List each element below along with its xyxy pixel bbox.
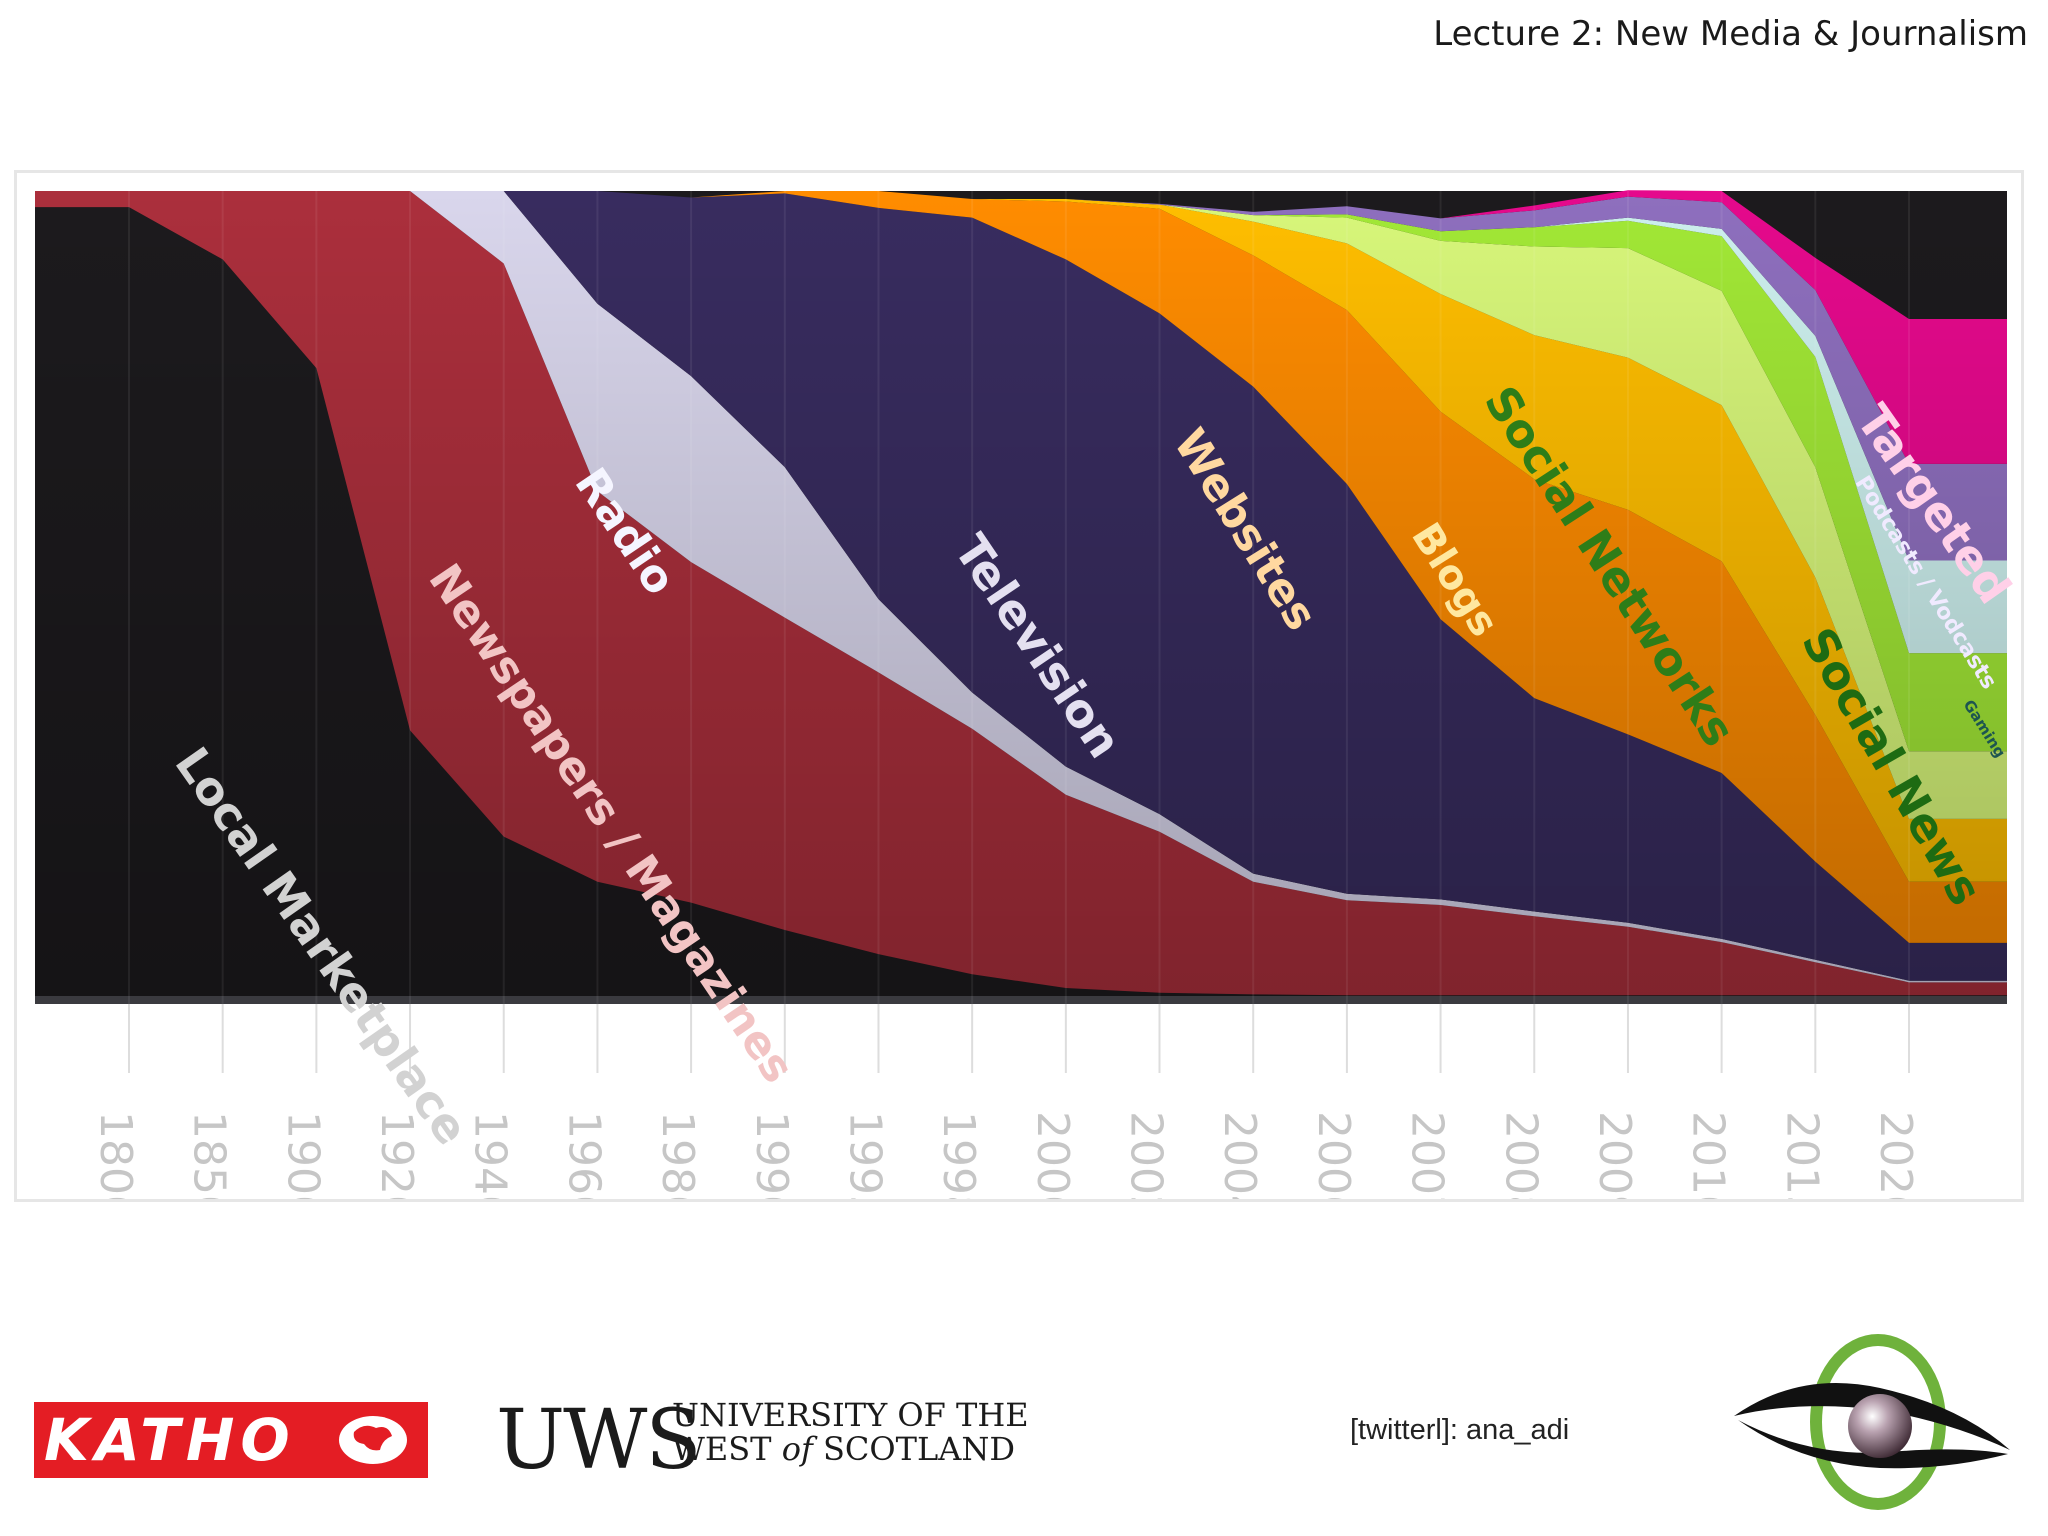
uws-name-line2: WEST of SCOTLAND — [672, 1430, 1015, 1468]
uws-logo: UWS UNIVERSITY OF THE WEST of SCOTLAND — [496, 1393, 1029, 1488]
x-tick-label: 2004 — [1214, 1111, 1265, 1199]
x-tick-label: 1980 — [652, 1111, 703, 1199]
plot-shading — [35, 191, 2007, 996]
x-tick-label: 1900 — [277, 1111, 328, 1199]
globe-icon — [339, 1416, 407, 1464]
uws-abbrev: UWS — [496, 1393, 702, 1488]
slide-title: Lecture 2: New Media & Journalism — [1433, 14, 2028, 54]
uws-name-line1: UNIVERSITY OF THE — [672, 1396, 1029, 1434]
chart-frame: Local Marketplace Newspapers / Magazines R… — [14, 170, 2024, 1202]
x-tick-label: 1998 — [933, 1111, 984, 1199]
x-tick-label: 2009 — [1589, 1111, 1640, 1199]
x-tick-label: 1920 — [371, 1111, 422, 1199]
katho-logo: KATHO — [34, 1402, 428, 1478]
x-tick-label: 2002 — [1121, 1111, 1172, 1199]
x-tick-label: 1960 — [558, 1111, 609, 1199]
katho-logo-text: KATHO — [44, 1406, 296, 1474]
x-tick-label: 2020 — [1870, 1111, 1921, 1199]
twitter-handle: [twitterl]: ana_adi — [1350, 1414, 1570, 1446]
x-tick-label: 1800 — [90, 1111, 141, 1199]
x-tick-label: 2006 — [1308, 1111, 1359, 1199]
x-tick-label: 2015 — [1776, 1111, 1827, 1199]
baseline-bar — [35, 996, 2007, 1004]
x-tick-label: 2010 — [1683, 1111, 1734, 1199]
x-tick-label: 1940 — [465, 1111, 516, 1199]
eye-orbit-logo-icon — [1734, 1334, 2010, 1510]
x-tick-label: 1850 — [184, 1111, 235, 1199]
x-tick-label: 1990 — [746, 1111, 797, 1199]
x-tick-label: 2000 — [1027, 1111, 1078, 1199]
x-tick-label: 2007 — [1402, 1111, 1453, 1199]
x-tick-label: 1995 — [839, 1111, 890, 1199]
x-tick-label: 2008 — [1495, 1111, 1546, 1199]
